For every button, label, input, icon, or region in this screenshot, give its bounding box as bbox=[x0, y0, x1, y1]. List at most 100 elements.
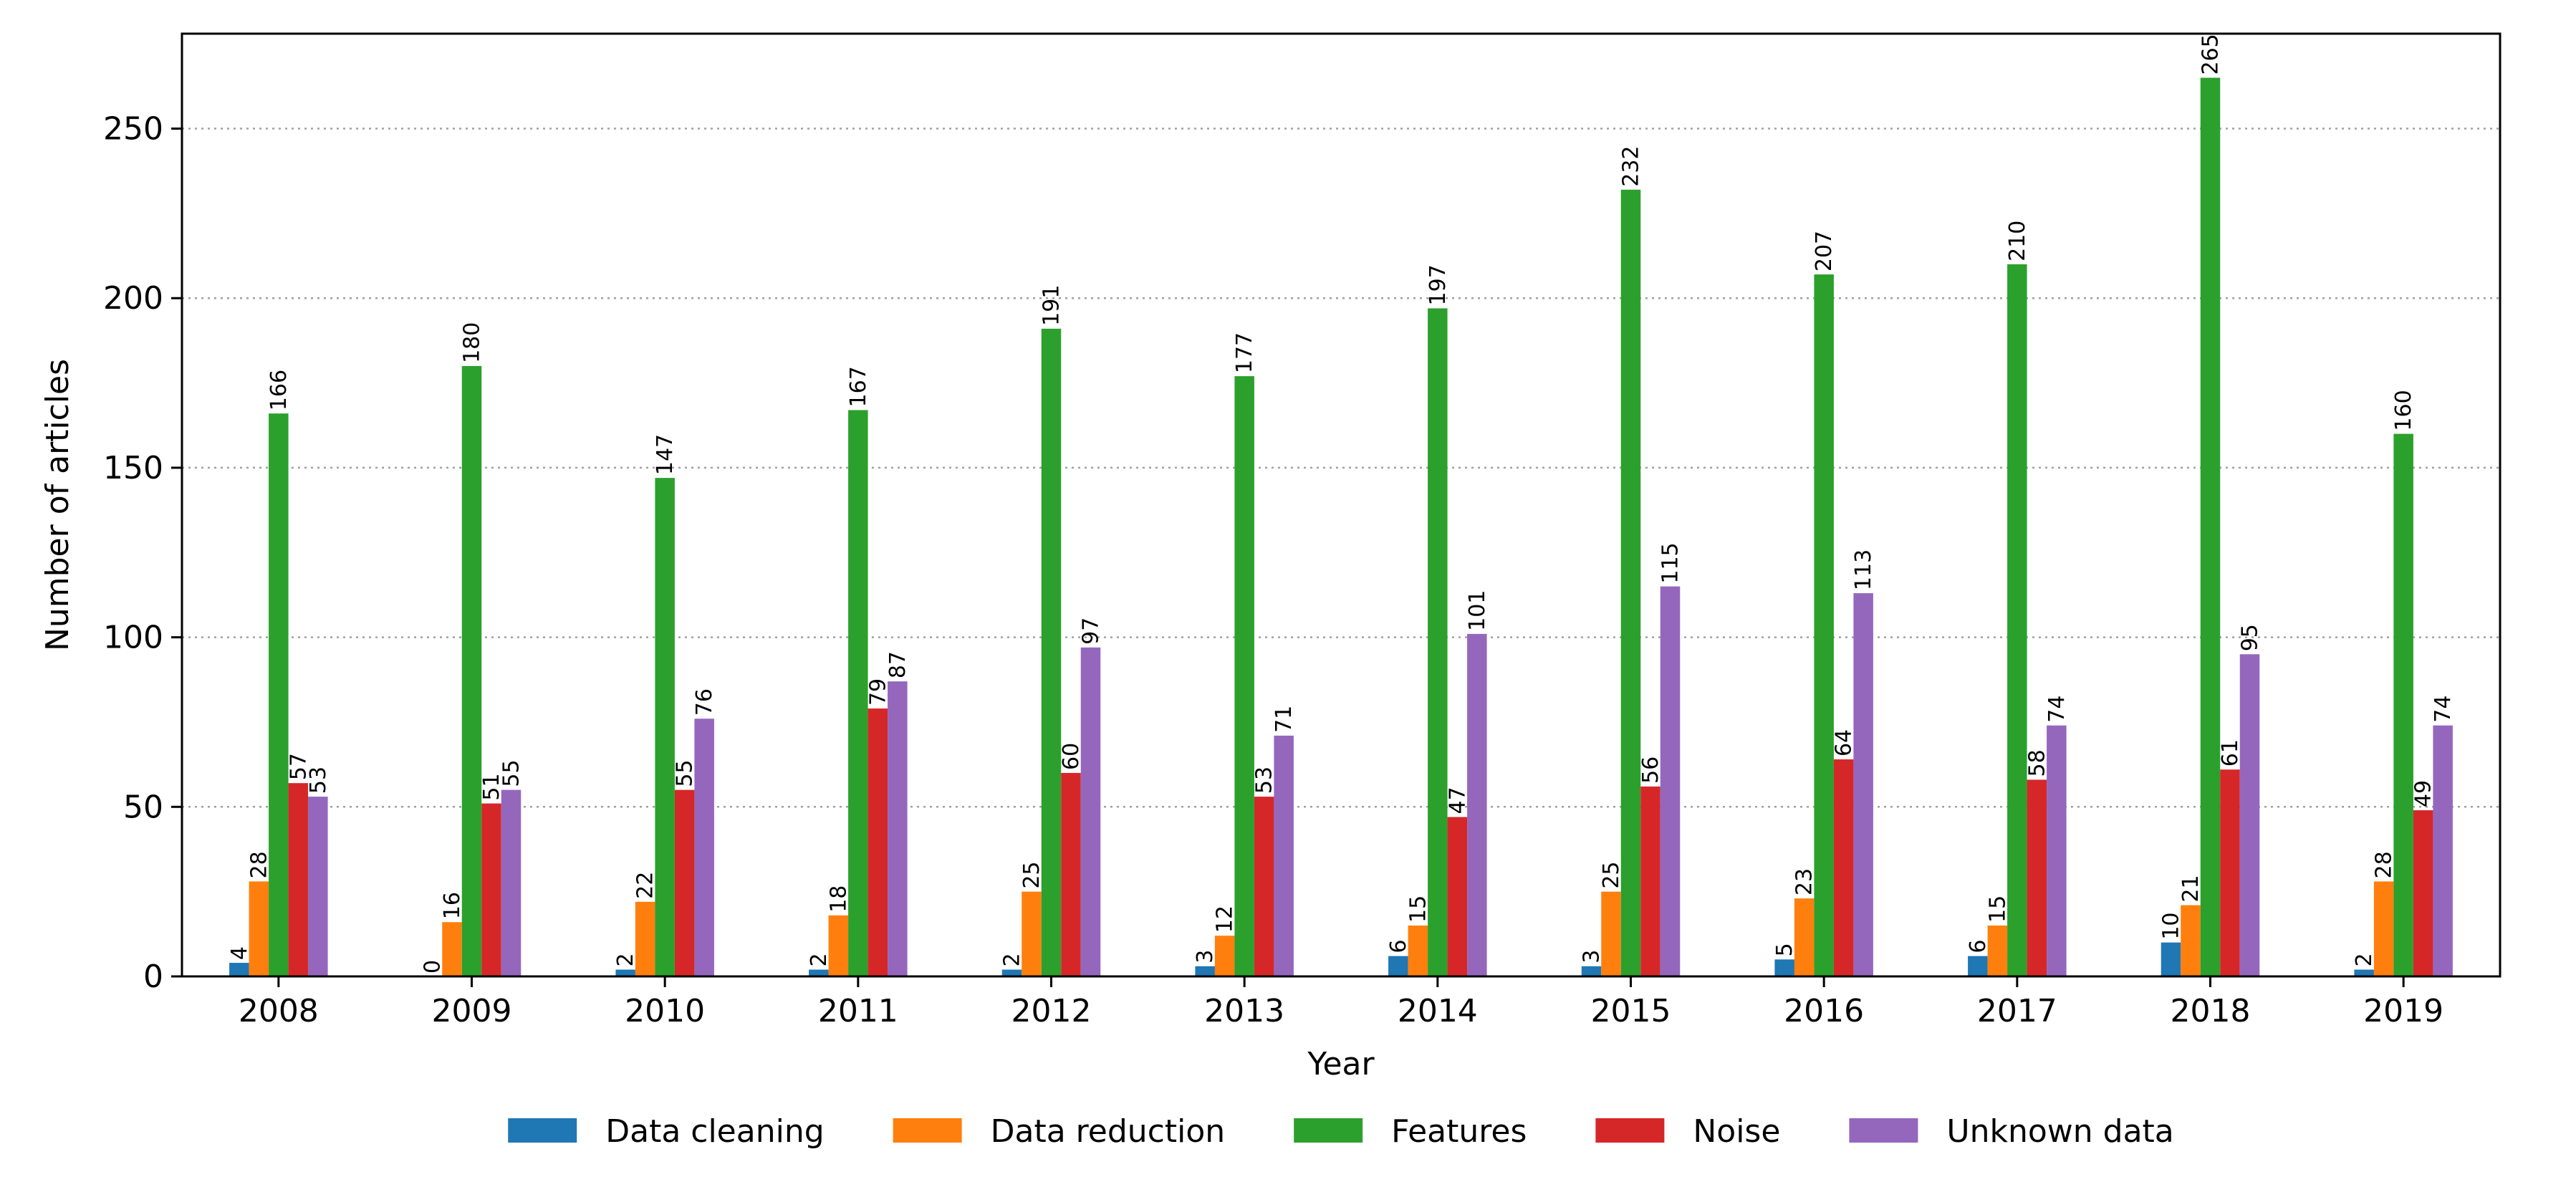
bar-value-label: 28 bbox=[2372, 851, 2397, 878]
x-tick-label: 2015 bbox=[1591, 993, 1671, 1029]
bar-value-label: 15 bbox=[1405, 895, 1431, 923]
bar-value-label: 23 bbox=[1792, 868, 1817, 895]
bar bbox=[1254, 797, 1274, 976]
bar bbox=[1640, 786, 1661, 976]
bar bbox=[1467, 633, 1487, 976]
x-tick-label: 2018 bbox=[2171, 993, 2251, 1029]
bar bbox=[1001, 969, 1022, 976]
bar-value-label: 180 bbox=[460, 322, 485, 363]
bar bbox=[2181, 905, 2201, 976]
bar-value-label: 22 bbox=[633, 872, 658, 899]
x-axis: 2008 2009 2010 2011 2012 2013 2014 2015 2016 2017… bbox=[239, 976, 2443, 1029]
bar bbox=[1234, 376, 1254, 976]
bar bbox=[1774, 959, 1794, 976]
x-tick-label: 2017 bbox=[1977, 993, 2057, 1029]
bar bbox=[1987, 925, 2008, 976]
y-tick-label: 150 bbox=[103, 450, 163, 486]
bar-value-label: 16 bbox=[440, 892, 465, 919]
x-tick-label: 2012 bbox=[1011, 993, 1092, 1029]
bar-value-label: 56 bbox=[1638, 756, 1663, 784]
bar bbox=[288, 783, 309, 976]
bar bbox=[1794, 898, 1815, 976]
bar bbox=[442, 922, 462, 976]
x-tick-label: 2009 bbox=[432, 993, 512, 1029]
bar-value-label: 55 bbox=[499, 759, 524, 787]
bar bbox=[809, 969, 829, 976]
bar bbox=[249, 881, 269, 976]
bar bbox=[1581, 966, 1602, 976]
bar bbox=[1408, 925, 1428, 976]
bar-value-label: 197 bbox=[1426, 264, 1451, 305]
bar-value-label: 3 bbox=[1580, 950, 1605, 964]
bar bbox=[635, 901, 655, 976]
bar bbox=[1388, 956, 1408, 976]
bar-value-label: 57 bbox=[286, 753, 311, 780]
bar-value-label: 51 bbox=[479, 773, 504, 800]
bar bbox=[1428, 308, 1448, 976]
x-tick-label: 2011 bbox=[818, 993, 898, 1029]
bar bbox=[2220, 769, 2240, 976]
legend-swatch bbox=[1595, 1118, 1665, 1143]
bar-value-label: 76 bbox=[692, 688, 717, 716]
legend-swatch bbox=[893, 1118, 962, 1143]
bar-value-label: 87 bbox=[885, 651, 910, 678]
bar bbox=[1041, 328, 1062, 976]
legend: Data cleaning Data reduction Features Noise… bbox=[508, 1113, 2174, 1150]
bar bbox=[461, 365, 482, 976]
bar-value-label: 113 bbox=[1851, 549, 1876, 590]
bar bbox=[1061, 772, 1081, 976]
bar bbox=[1833, 759, 1854, 976]
bar-value-label: 10 bbox=[2159, 912, 2184, 939]
bar bbox=[1447, 817, 1468, 976]
bar-value-label: 101 bbox=[1465, 590, 1490, 631]
bar-value-label: 232 bbox=[1619, 145, 1644, 186]
bar-value-label: 47 bbox=[1445, 787, 1470, 814]
legend-label: Data cleaning bbox=[605, 1113, 824, 1150]
x-tick-label: 2010 bbox=[625, 993, 705, 1029]
bar-value-label: 3 bbox=[1193, 950, 1218, 964]
bar-value-label: 207 bbox=[1812, 231, 1837, 272]
y-tick-label: 0 bbox=[143, 958, 163, 995]
bar bbox=[2047, 725, 2067, 976]
bar-value-label: 15 bbox=[1985, 895, 2010, 923]
bar-value-label: 74 bbox=[2044, 696, 2070, 723]
bar bbox=[868, 708, 888, 976]
bar bbox=[2239, 654, 2260, 976]
bar bbox=[1080, 647, 1101, 976]
bar-value-label: 265 bbox=[2198, 34, 2224, 75]
bar-value-label: 21 bbox=[2178, 875, 2203, 902]
bar-value-label: 6 bbox=[1386, 940, 1411, 953]
bar bbox=[481, 803, 501, 976]
bars bbox=[229, 77, 2453, 977]
bar-value-label: 25 bbox=[1019, 861, 1044, 888]
bar-value-label: 64 bbox=[1832, 729, 1857, 756]
bar bbox=[1195, 966, 1215, 976]
bar bbox=[615, 969, 635, 976]
bar bbox=[2354, 969, 2374, 976]
bar bbox=[229, 963, 249, 976]
bar bbox=[1601, 891, 1621, 976]
bar bbox=[2393, 433, 2413, 976]
bar-value-label: 58 bbox=[2024, 749, 2049, 777]
bar bbox=[694, 719, 714, 976]
bar bbox=[1620, 189, 1641, 977]
y-tick-label: 100 bbox=[103, 620, 163, 656]
legend-label: Unknown data bbox=[1946, 1113, 2173, 1150]
x-tick-label: 2013 bbox=[1204, 993, 1284, 1029]
bar bbox=[1274, 735, 1294, 976]
bar bbox=[2373, 881, 2394, 976]
legend-label: Noise bbox=[1693, 1113, 1780, 1150]
bar-value-label: 79 bbox=[865, 678, 890, 706]
bar-value-label: 4 bbox=[227, 946, 252, 960]
bar bbox=[2007, 264, 2027, 976]
bar-value-label: 12 bbox=[1213, 905, 1238, 933]
bar-value-label: 61 bbox=[2218, 739, 2243, 767]
bar-value-label: 55 bbox=[673, 759, 698, 787]
bar-value-label: 2 bbox=[807, 953, 832, 966]
legend-swatch bbox=[1849, 1118, 1918, 1143]
bar bbox=[848, 410, 868, 976]
bar-value-label: 2 bbox=[613, 953, 638, 966]
y-axis-title: Number of articles bbox=[39, 359, 76, 651]
